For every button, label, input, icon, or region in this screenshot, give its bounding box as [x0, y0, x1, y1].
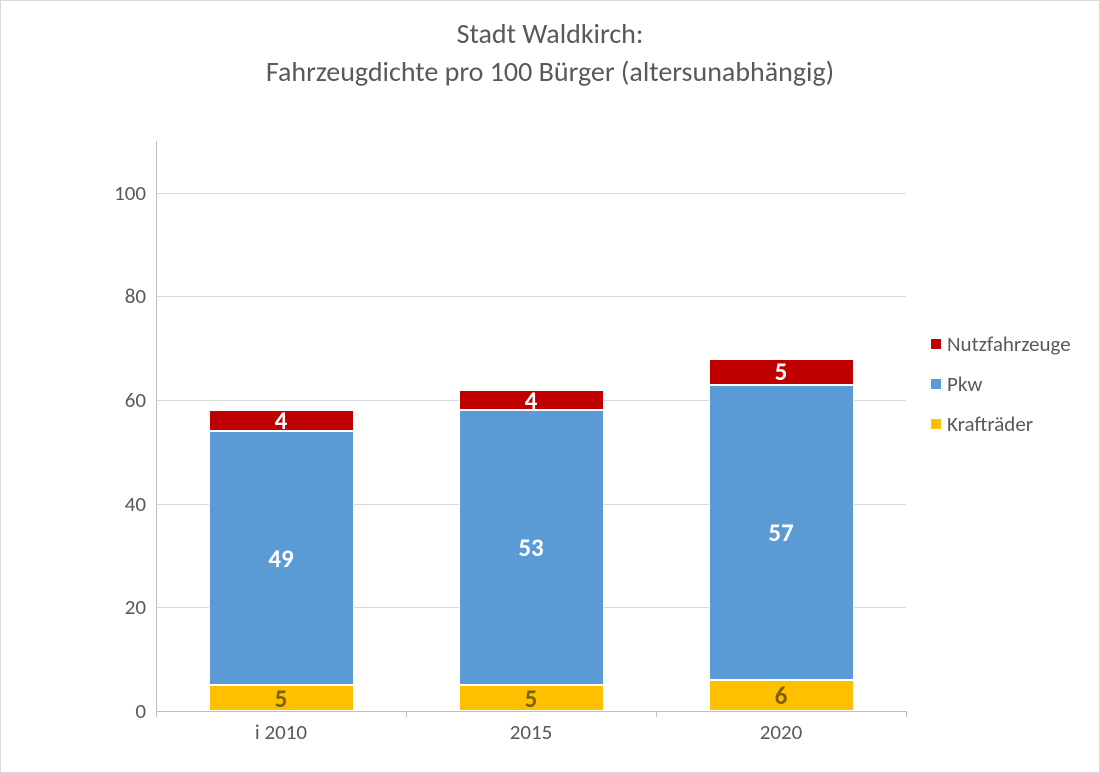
x-tick-label: i 2010 [255, 711, 307, 745]
chart-title-line: Stadt Waldkirch: [1, 15, 1099, 53]
x-tick-mark [906, 711, 907, 717]
y-axis-line [156, 141, 157, 711]
bar-segment-label: 4 [275, 405, 288, 436]
bar-segment-label: 49 [268, 543, 293, 574]
bar-segment-kraftraeder: 5 [459, 685, 604, 711]
legend-swatch-kraftraeder [931, 419, 941, 429]
bar-segment-kraftraeder: 6 [709, 680, 854, 711]
bar-segment-label: 5 [525, 683, 538, 714]
legend-label: Pkw [947, 371, 982, 397]
bar-segment-label: 6 [775, 680, 788, 711]
legend-label: Nutzfahrzeuge [947, 331, 1071, 357]
bar-segment-label: 4 [525, 385, 538, 416]
chart-title-line: Fahrzeugdichte pro 100 Bürger (altersuna… [1, 53, 1099, 91]
x-tick-mark [156, 711, 157, 717]
bar-segment-label: 53 [518, 532, 543, 563]
bar-segment-pkw: 57 [709, 385, 854, 680]
legend-item-pkw: Pkw [931, 371, 1071, 397]
legend-swatch-pkw [931, 379, 941, 389]
y-tick-label: 20 [125, 594, 156, 620]
x-tick-label: 2015 [510, 711, 553, 745]
legend-item-nutzfahrzeuge: Nutzfahrzeuge [931, 331, 1071, 357]
gridline [156, 193, 906, 194]
bar-segment-label: 57 [768, 517, 793, 548]
plot-area: 020406080100i 201054942015553420206575 [156, 141, 906, 711]
bar-segment-nutzfahrzeuge: 4 [459, 390, 604, 411]
gridline [156, 296, 906, 297]
x-tick-mark [406, 711, 407, 717]
legend-item-kraftraeder: Krafträder [931, 411, 1071, 437]
x-tick-label: 2020 [760, 711, 803, 745]
legend-label: Krafträder [947, 411, 1033, 437]
bar-segment-nutzfahrzeuge: 4 [209, 410, 354, 431]
bar-segment-kraftraeder: 5 [209, 685, 354, 711]
legend: Nutzfahrzeuge Pkw Krafträder [931, 331, 1071, 437]
y-tick-label: 60 [125, 387, 156, 413]
legend-swatch-nutzfahrzeuge [931, 339, 941, 349]
y-tick-label: 0 [135, 698, 156, 724]
x-tick-mark [656, 711, 657, 717]
bar-segment-label: 5 [275, 683, 288, 714]
bar-segment-pkw: 53 [459, 410, 604, 685]
chart-frame: Stadt Waldkirch:Fahrzeugdichte pro 100 B… [0, 0, 1100, 773]
bar-segment-label: 5 [775, 356, 788, 387]
bar-segment-nutzfahrzeuge: 5 [709, 359, 854, 385]
y-tick-label: 80 [125, 283, 156, 309]
y-tick-label: 40 [125, 491, 156, 517]
bar-segment-pkw: 49 [209, 431, 354, 685]
chart-title: Stadt Waldkirch:Fahrzeugdichte pro 100 B… [1, 15, 1099, 91]
y-tick-label: 100 [114, 180, 156, 206]
